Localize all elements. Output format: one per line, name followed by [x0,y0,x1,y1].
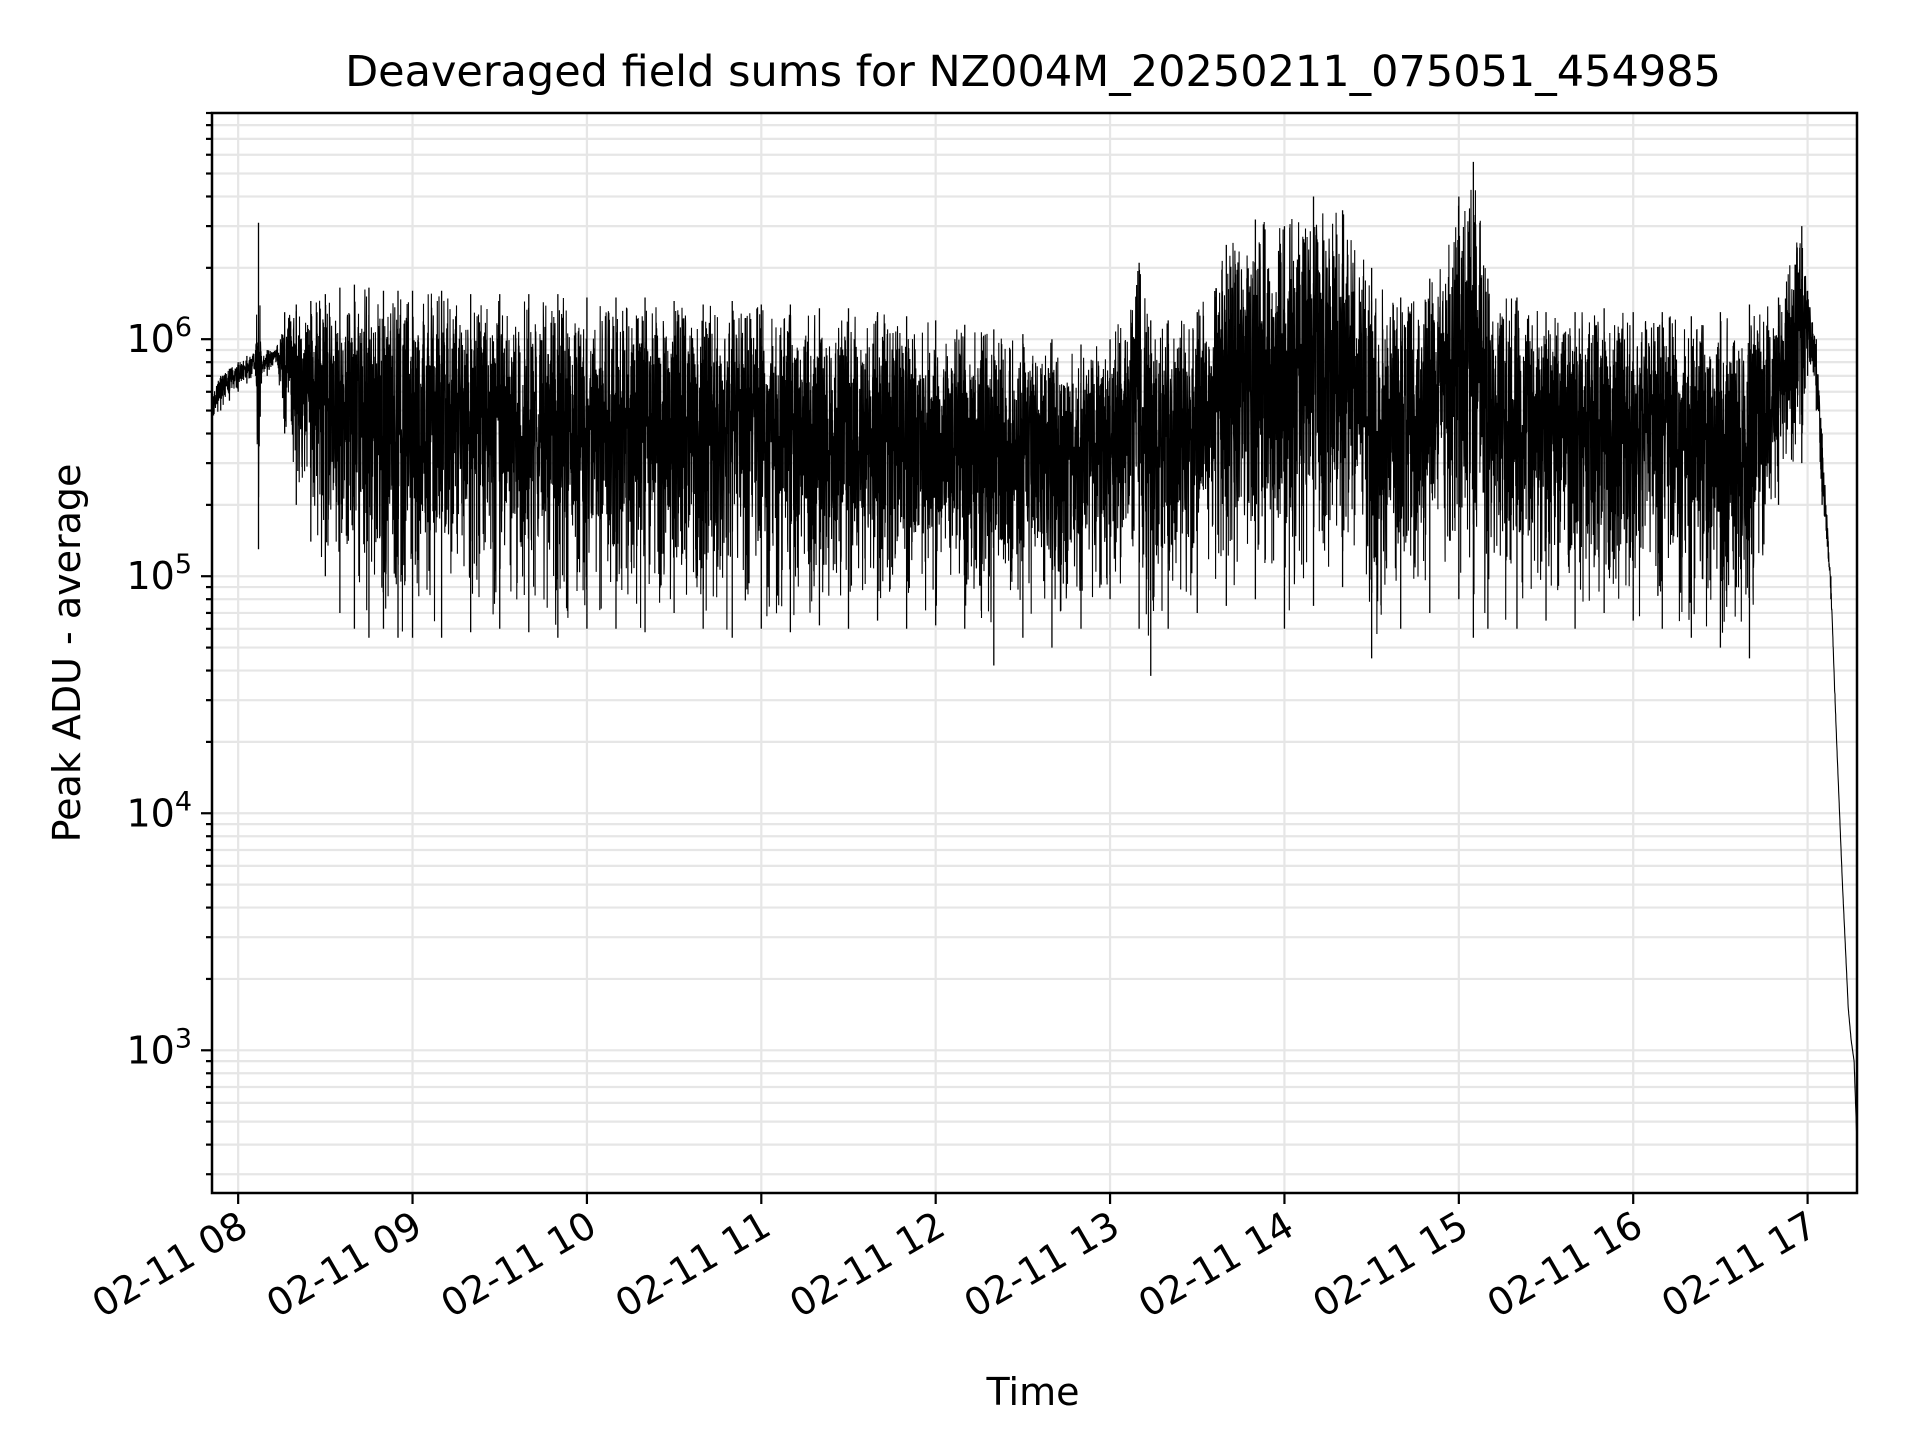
y-tick-label: 104 [126,786,192,835]
y-tick-label: 105 [126,549,192,598]
x-tick-label: 02-11 16 [1480,1203,1650,1327]
y-axis-label: Peak ADU - average [45,464,89,843]
x-tick-label: 02-11 09 [259,1203,429,1327]
plot-frame [210,111,1859,1195]
x-axis-ticks: 02-11 08 02-11 09 02-11 10 02-11 11 02-11 12… [85,1193,1824,1326]
x-tick-label: 02-11 10 [433,1203,603,1327]
x-tick-label: 02-11 13 [957,1203,1127,1327]
series-layer [211,161,1858,1143]
x-tick-label: 02-11 12 [782,1203,952,1327]
y-tick-label: 106 [126,312,192,361]
x-tick-label: 02-11 11 [608,1203,778,1327]
x-axis-label: Time [986,1370,1080,1414]
x-tick-label: 02-11 17 [1654,1203,1824,1327]
grid-lines [212,111,1857,1193]
x-tick-label: 02-11 14 [1131,1203,1301,1327]
series-line [211,189,1858,1143]
y-tick-label: 103 [126,1023,192,1072]
x-tick-label: 02-11 08 [85,1203,255,1327]
chart-title: Deaveraged field sums for NZ004M_2025021… [345,47,1721,97]
y-axis-ticks: 103 104 105 106 [126,111,212,1176]
x-tick-label: 02-11 15 [1305,1203,1475,1327]
